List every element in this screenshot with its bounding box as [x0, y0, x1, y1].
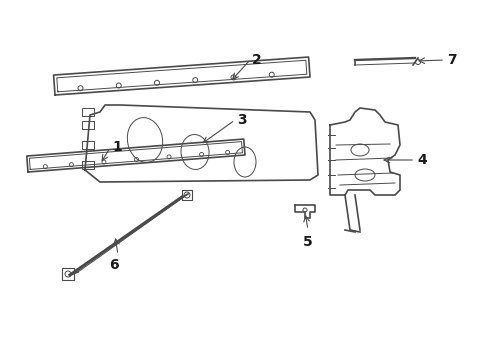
Text: 7: 7 [447, 53, 457, 67]
Text: 2: 2 [252, 53, 262, 67]
Text: 3: 3 [237, 113, 246, 127]
Text: 4: 4 [417, 153, 427, 167]
Text: 1: 1 [112, 140, 122, 154]
Text: 5: 5 [303, 235, 313, 249]
Text: 6: 6 [109, 258, 119, 272]
